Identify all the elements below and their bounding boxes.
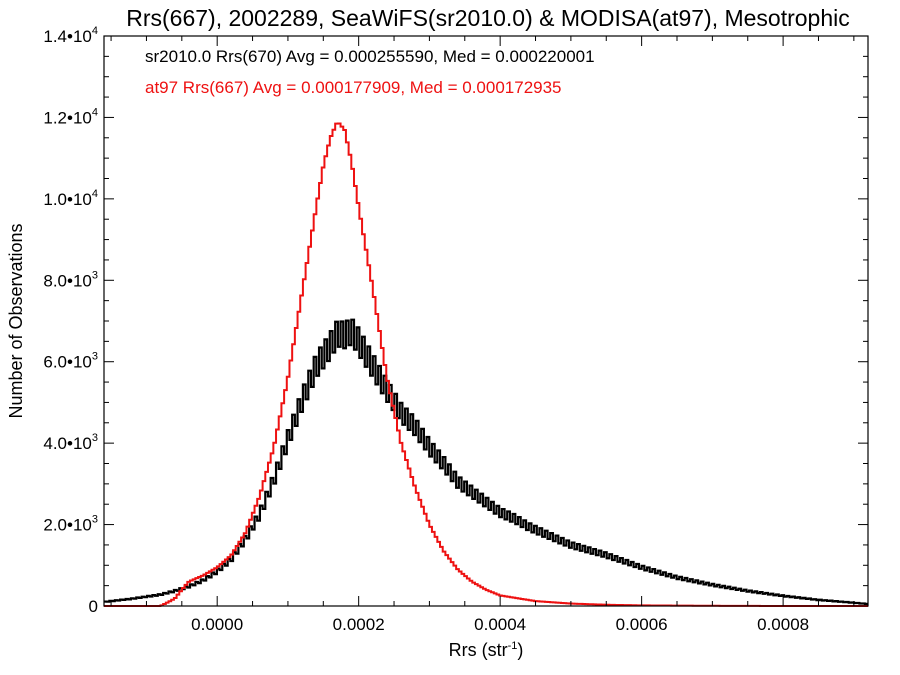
x-tick-label: 0.0002 xyxy=(333,615,385,634)
y-tick-label: 8.0•103 xyxy=(43,269,98,290)
y-axis-label: Number of Observations xyxy=(6,223,26,418)
x-tick-label: 0.0008 xyxy=(757,615,809,634)
series-line-black xyxy=(104,318,869,606)
y-tick-label: 6.0•103 xyxy=(43,351,98,372)
x-tick-label: 0.0004 xyxy=(474,615,526,634)
y-tick-label: 0 xyxy=(89,597,98,616)
x-tick-label: 0.0006 xyxy=(616,615,668,634)
x-axis-label-main: Rrs (str xyxy=(449,640,508,660)
annotation-red: at97 Rrs(667) Avg = 0.000177909, Med = 0… xyxy=(145,78,562,97)
chart-title: Rrs(667), 2002289, SeaWiFS(sr2010.0) & M… xyxy=(126,5,850,31)
annotation-black: sr2010.0 Rrs(670) Avg = 0.000255590, Med… xyxy=(145,47,595,66)
y-tick-label: 1.0•104 xyxy=(43,188,98,209)
y-tick-label: 1.4•104 xyxy=(43,25,98,46)
x-axis-label: Rrs (str-1) xyxy=(449,640,524,660)
x-tick-label: 0.0000 xyxy=(191,615,243,634)
y-tick-label: 2.0•103 xyxy=(43,514,98,535)
plot-frame xyxy=(103,35,869,607)
x-axis-label-sup: -1 xyxy=(508,640,518,652)
axis-ticks: 0.0000 0.0002 0.0004 0.0006 0.0008 0 2.0•103 4.… xyxy=(43,25,868,634)
x-axis-label-end: ) xyxy=(517,640,523,660)
series-line-red xyxy=(104,122,868,607)
series-layer xyxy=(104,122,869,607)
y-tick-label: 1.2•104 xyxy=(43,106,98,127)
y-tick-label: 4.0•103 xyxy=(43,432,98,453)
